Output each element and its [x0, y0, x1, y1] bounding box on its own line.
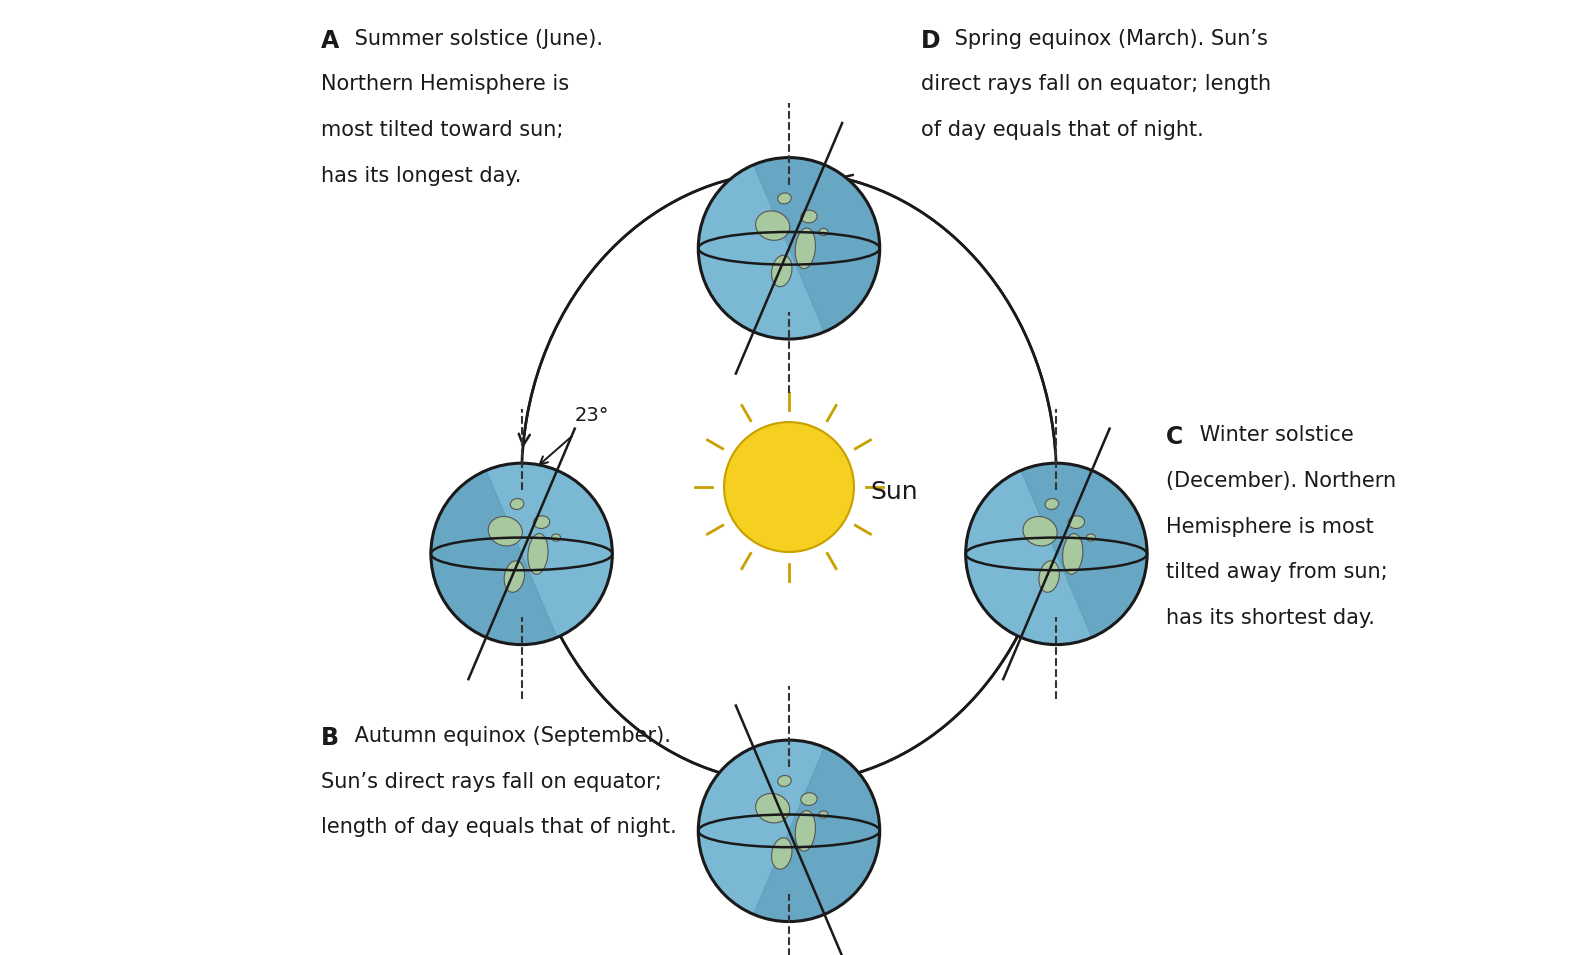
Text: B: B	[320, 726, 339, 750]
Text: Hemisphere is most: Hemisphere is most	[1166, 517, 1374, 537]
Text: direct rays fall on equator; length: direct rays fall on equator; length	[922, 74, 1270, 95]
Wedge shape	[1021, 463, 1147, 637]
Ellipse shape	[819, 811, 828, 818]
Circle shape	[431, 463, 612, 645]
Ellipse shape	[1086, 534, 1095, 541]
Ellipse shape	[756, 211, 789, 241]
Ellipse shape	[819, 228, 828, 236]
Text: Summer solstice (June).: Summer solstice (June).	[347, 29, 603, 49]
Ellipse shape	[510, 499, 524, 509]
Ellipse shape	[552, 534, 560, 541]
Ellipse shape	[756, 794, 789, 823]
Text: D: D	[922, 29, 940, 53]
Ellipse shape	[778, 775, 791, 786]
Ellipse shape	[1062, 534, 1083, 574]
Text: (December). Northern: (December). Northern	[1166, 471, 1397, 491]
Text: has its shortest day.: has its shortest day.	[1166, 608, 1374, 628]
Ellipse shape	[503, 561, 524, 592]
Ellipse shape	[795, 228, 816, 268]
Ellipse shape	[1068, 516, 1084, 528]
Ellipse shape	[1045, 499, 1059, 509]
Text: Sun: Sun	[869, 479, 918, 504]
Circle shape	[699, 740, 879, 922]
Text: has its longest day.: has its longest day.	[320, 166, 521, 186]
Ellipse shape	[533, 516, 549, 528]
Ellipse shape	[1023, 517, 1057, 546]
Text: length of day equals that of night.: length of day equals that of night.	[320, 817, 677, 838]
Circle shape	[699, 158, 879, 339]
Wedge shape	[754, 748, 879, 922]
Ellipse shape	[527, 534, 548, 574]
Ellipse shape	[795, 811, 816, 851]
Ellipse shape	[772, 255, 792, 286]
Ellipse shape	[800, 793, 817, 805]
Text: A: A	[320, 29, 339, 53]
Text: Winter solstice: Winter solstice	[1193, 425, 1354, 445]
Ellipse shape	[488, 517, 522, 546]
Ellipse shape	[800, 210, 817, 223]
Text: Northern Hemisphere is: Northern Hemisphere is	[320, 74, 570, 95]
Wedge shape	[431, 471, 557, 645]
Text: Sun’s direct rays fall on equator;: Sun’s direct rays fall on equator;	[320, 772, 661, 792]
Circle shape	[966, 463, 1147, 645]
Text: Autumn equinox (September).: Autumn equinox (September).	[347, 726, 671, 746]
Ellipse shape	[778, 193, 791, 203]
Text: most tilted toward sun;: most tilted toward sun;	[320, 120, 563, 140]
Text: C: C	[1166, 425, 1184, 449]
Text: 23°: 23°	[574, 406, 609, 425]
Circle shape	[724, 422, 854, 552]
Ellipse shape	[1038, 561, 1059, 592]
Text: of day equals that of night.: of day equals that of night.	[922, 120, 1204, 140]
Text: Spring equinox (March). Sun’s: Spring equinox (March). Sun’s	[947, 29, 1267, 49]
Text: tilted away from sun;: tilted away from sun;	[1166, 562, 1387, 583]
Wedge shape	[754, 158, 879, 331]
Ellipse shape	[772, 838, 792, 869]
